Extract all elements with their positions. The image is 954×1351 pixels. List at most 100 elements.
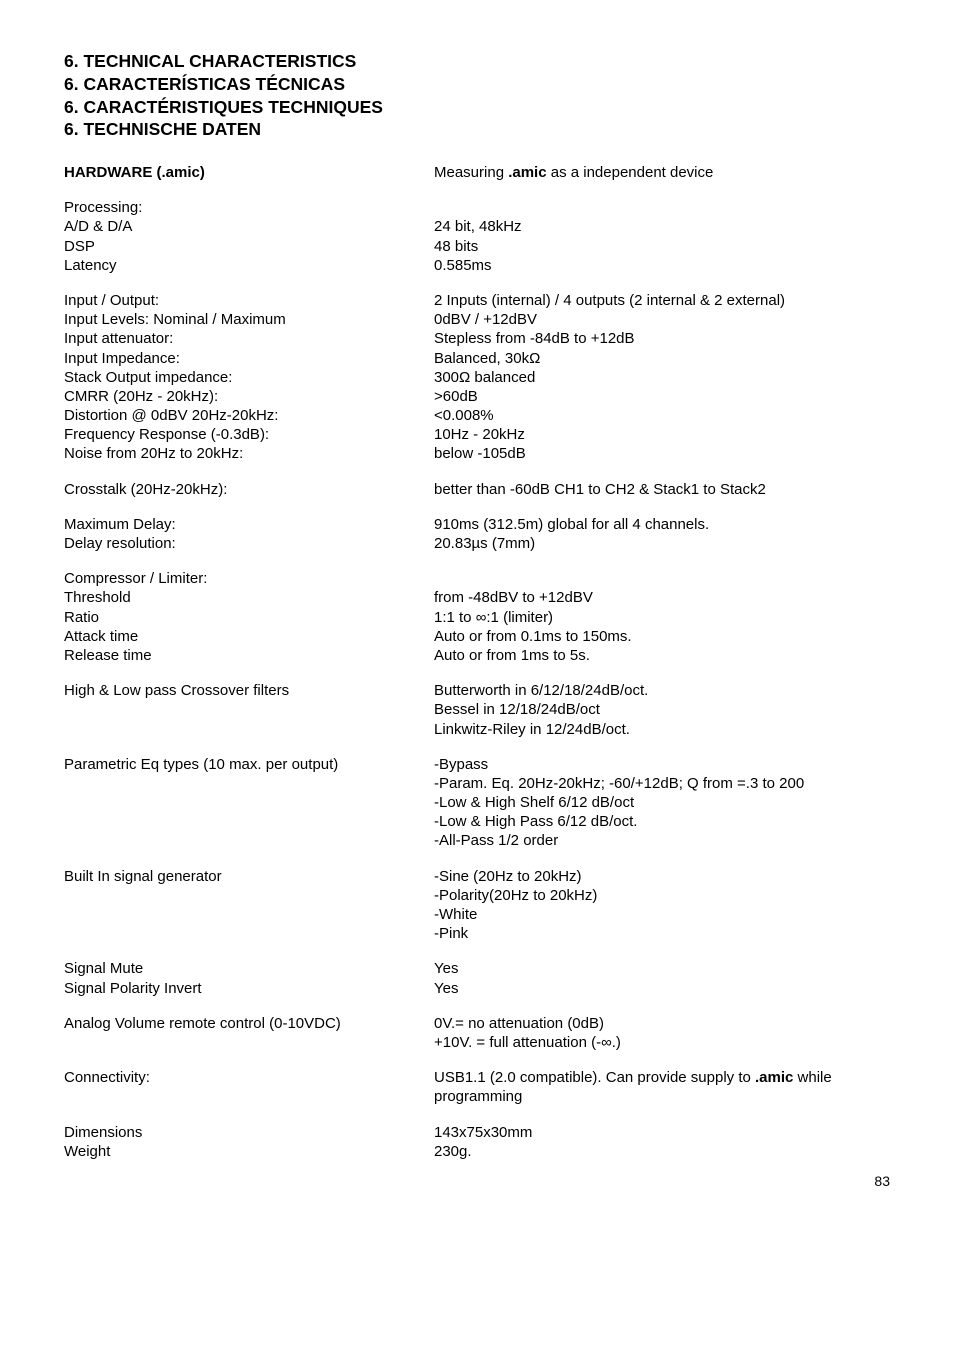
xover-l: High & Low pass Crossover filters bbox=[64, 681, 434, 739]
spec-value: Auto or from 0.1ms to 150ms. bbox=[434, 627, 890, 646]
row-xover: High & Low pass Crossover filters Butter… bbox=[64, 681, 890, 739]
row-processing-title: Processing: bbox=[64, 198, 890, 217]
heading-en: 6. TECHNICAL CHARACTERISTICS bbox=[64, 50, 890, 73]
table-row: A/D & D/A24 bit, 48kHz bbox=[64, 217, 890, 236]
spec-value: from -48dBV to +12dBV bbox=[434, 588, 890, 607]
comp-title: Compressor / Limiter: bbox=[64, 569, 434, 588]
table-row: Signal Polarity InvertYes bbox=[64, 979, 890, 998]
list-item: +10V. = full attenuation (-∞.) bbox=[434, 1033, 890, 1052]
crosstalk-r: better than -60dB CH1 to CH2 & Stack1 to… bbox=[434, 480, 890, 499]
spec-label: Release time bbox=[64, 646, 434, 665]
table-row: CMRR (20Hz - 20kHz):>60dB bbox=[64, 387, 890, 406]
spec-value: Yes bbox=[434, 979, 890, 998]
avr-l: Analog Volume remote control (0-10VDC) bbox=[64, 1014, 434, 1052]
section-headings: 6. TECHNICAL CHARACTERISTICS 6. CARACTER… bbox=[64, 50, 890, 141]
table-row: Distortion @ 0dBV 20Hz-20kHz:<0.008% bbox=[64, 406, 890, 425]
table-row: Noise from 20Hz to 20kHz:below -105dB bbox=[64, 444, 890, 463]
spec-label: Dimensions bbox=[64, 1123, 434, 1142]
table-row: Ratio1:1 to ∞:1 (limiter) bbox=[64, 608, 890, 627]
spec-label: Latency bbox=[64, 256, 434, 275]
spec-value: 300Ω balanced bbox=[434, 368, 890, 387]
table-row: Attack timeAuto or from 0.1ms to 150ms. bbox=[64, 627, 890, 646]
row-avr: Analog Volume remote control (0-10VDC) 0… bbox=[64, 1014, 890, 1052]
row-peq: Parametric Eq types (10 max. per output)… bbox=[64, 755, 890, 851]
peq-l: Parametric Eq types (10 max. per output) bbox=[64, 755, 434, 851]
spec-value: 910ms (312.5m) global for all 4 channels… bbox=[434, 515, 890, 534]
peq-r: -Bypass -Param. Eq. 20Hz-20kHz; -60/+12d… bbox=[434, 755, 890, 851]
spec-label: Maximum Delay: bbox=[64, 515, 434, 534]
page-number: 83 bbox=[874, 1173, 890, 1189]
spec-label: Stack Output impedance: bbox=[64, 368, 434, 387]
spec-value: Stepless from -84dB to +12dB bbox=[434, 329, 890, 348]
block-mute: Signal MuteYes Signal Polarity InvertYes bbox=[64, 959, 890, 997]
heading-fr: 6. CARACTÉRISTIQUES TECHNIQUES bbox=[64, 96, 890, 119]
conn-l: Connectivity: bbox=[64, 1068, 434, 1106]
io-title-l: Input / Output: bbox=[64, 291, 434, 310]
table-row: Input Levels: Nominal / Maximum0dBV / +1… bbox=[64, 310, 890, 329]
spec-value: Auto or from 1ms to 5s. bbox=[434, 646, 890, 665]
hardware-desc: Measuring .amic as a independent device bbox=[434, 163, 890, 182]
spec-label: Delay resolution: bbox=[64, 534, 434, 553]
list-item: Butterworth in 6/12/18/24dB/oct. bbox=[434, 681, 890, 700]
block-io: Input / Output: 2 Inputs (internal) / 4 … bbox=[64, 291, 890, 464]
spec-value: Balanced, 30kΩ bbox=[434, 349, 890, 368]
table-row: DSP48 bits bbox=[64, 237, 890, 256]
spec-value: <0.008% bbox=[434, 406, 890, 425]
spec-value: 230g. bbox=[434, 1142, 890, 1161]
hardware-desc-pre: Measuring bbox=[434, 164, 508, 181]
list-item: -White bbox=[434, 905, 890, 924]
block-delay: Maximum Delay:910ms (312.5m) global for … bbox=[64, 515, 890, 553]
hardware-label: HARDWARE (.amic) bbox=[64, 163, 434, 182]
list-item: -All-Pass 1/2 order bbox=[434, 831, 890, 850]
table-row: Latency0.585ms bbox=[64, 256, 890, 275]
block-processing: Processing: A/D & D/A24 bit, 48kHz DSP48… bbox=[64, 198, 890, 275]
list-item: -Polarity(20Hz to 20kHz) bbox=[434, 886, 890, 905]
siggen-l: Built In signal generator bbox=[64, 867, 434, 944]
row-hardware: HARDWARE (.amic) Measuring .amic as a in… bbox=[64, 163, 890, 182]
avr-r: 0V.= no attenuation (0dB) +10V. = full a… bbox=[434, 1014, 890, 1052]
spec-value: 48 bits bbox=[434, 237, 890, 256]
spec-label: Signal Mute bbox=[64, 959, 434, 978]
spec-value: 0.585ms bbox=[434, 256, 890, 275]
row-comp-title: Compressor / Limiter: bbox=[64, 569, 890, 588]
spec-value: 10Hz - 20kHz bbox=[434, 425, 890, 444]
table-row: Dimensions143x75x30mm bbox=[64, 1123, 890, 1142]
list-item: -Pink bbox=[434, 924, 890, 943]
conn-r-bold: .amic bbox=[755, 1069, 793, 1086]
table-row: Delay resolution:20.83µs (7mm) bbox=[64, 534, 890, 553]
spec-label: Frequency Response (-0.3dB): bbox=[64, 425, 434, 444]
table-row: Weight230g. bbox=[64, 1142, 890, 1161]
spec-label: Weight bbox=[64, 1142, 434, 1161]
row-crosstalk: Crosstalk (20Hz-20kHz): better than -60d… bbox=[64, 480, 890, 499]
table-row: Frequency Response (-0.3dB):10Hz - 20kHz bbox=[64, 425, 890, 444]
table-row: Signal MuteYes bbox=[64, 959, 890, 978]
heading-es: 6. CARACTERÍSTICAS TÉCNICAS bbox=[64, 73, 890, 96]
block-comp: Compressor / Limiter: Thresholdfrom -48d… bbox=[64, 569, 890, 665]
spec-label: Signal Polarity Invert bbox=[64, 979, 434, 998]
siggen-r: -Sine (20Hz to 20kHz) -Polarity(20Hz to … bbox=[434, 867, 890, 944]
table-row: Maximum Delay:910ms (312.5m) global for … bbox=[64, 515, 890, 534]
hardware-desc-post: as a independent device bbox=[547, 164, 714, 181]
hardware-desc-bold: .amic bbox=[508, 164, 546, 181]
spec-label: CMRR (20Hz - 20kHz): bbox=[64, 387, 434, 406]
list-item: -Param. Eq. 20Hz-20kHz; -60/+12dB; Q fro… bbox=[434, 774, 890, 793]
spec-value: 1:1 to ∞:1 (limiter) bbox=[434, 608, 890, 627]
list-item: -Sine (20Hz to 20kHz) bbox=[434, 867, 890, 886]
list-item: Linkwitz-Riley in 12/24dB/oct. bbox=[434, 720, 890, 739]
row-siggen: Built In signal generator -Sine (20Hz to… bbox=[64, 867, 890, 944]
conn-r-pre: USB1.1 (2.0 compatible). Can provide sup… bbox=[434, 1069, 755, 1086]
spec-value: below -105dB bbox=[434, 444, 890, 463]
xover-r: Butterworth in 6/12/18/24dB/oct. Bessel … bbox=[434, 681, 890, 739]
heading-de: 6. TECHNISCHE DATEN bbox=[64, 118, 890, 141]
list-item: 0V.= no attenuation (0dB) bbox=[434, 1014, 890, 1033]
crosstalk-l: Crosstalk (20Hz-20kHz): bbox=[64, 480, 434, 499]
spec-label: Input Impedance: bbox=[64, 349, 434, 368]
spec-label: A/D & D/A bbox=[64, 217, 434, 236]
list-item: -Bypass bbox=[434, 755, 890, 774]
block-dim: Dimensions143x75x30mm Weight230g. bbox=[64, 1123, 890, 1161]
table-row: Input Impedance:Balanced, 30kΩ bbox=[64, 349, 890, 368]
row-connectivity: Connectivity: USB1.1 (2.0 compatible). C… bbox=[64, 1068, 890, 1106]
spec-value: 24 bit, 48kHz bbox=[434, 217, 890, 236]
conn-r: USB1.1 (2.0 compatible). Can provide sup… bbox=[434, 1068, 890, 1106]
processing-title: Processing: bbox=[64, 198, 434, 217]
